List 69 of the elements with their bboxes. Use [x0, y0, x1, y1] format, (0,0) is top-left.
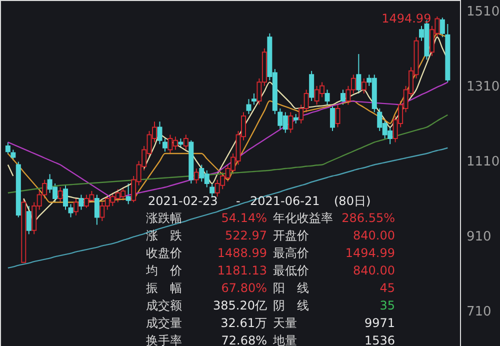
annotation: 1536	[364, 334, 395, 346]
candlestick	[73, 198, 78, 216]
annotation: 2021-06-21	[250, 194, 320, 208]
annotation: 45	[380, 281, 395, 295]
annotation: (80日)	[334, 194, 371, 208]
annotation: 均 价	[145, 264, 182, 278]
annotation: 840.00	[353, 228, 395, 242]
candlestick	[5, 142, 10, 155]
annotation: 1494.99	[382, 12, 432, 26]
annotation: 840.00	[353, 264, 395, 278]
annotation: 385.20亿	[213, 298, 267, 312]
annotation: 1181.13	[217, 264, 267, 278]
candlestick	[178, 138, 184, 148]
annotation: 522.97	[225, 228, 267, 242]
candlestick	[210, 183, 215, 198]
candlestick	[340, 89, 346, 106]
annotation: 286.55%	[342, 211, 395, 225]
annotation: -	[236, 194, 240, 208]
annotation: 72.68%	[221, 334, 267, 346]
annotation: 阴 线	[273, 298, 309, 312]
candlestick	[157, 121, 162, 145]
candlestick	[330, 104, 335, 132]
annotation: 54.14%	[221, 211, 267, 225]
candlestick	[288, 112, 294, 134]
annotation: 1488.99	[217, 246, 267, 260]
candlestick	[126, 183, 131, 205]
annotation: 32.61万	[220, 316, 267, 330]
annotation: 地量	[272, 334, 297, 346]
annotation: 最低价	[273, 264, 309, 278]
annotation: 67.80%	[221, 281, 267, 295]
annotation: 2021-02-23	[148, 194, 218, 208]
annotation: 成交量	[146, 316, 182, 330]
annotation: 涨跌幅	[146, 211, 182, 225]
annotation: 年化收益率	[273, 211, 333, 225]
candlestick	[162, 138, 168, 152]
annotation: 成交额	[146, 298, 182, 312]
candlestick	[356, 54, 362, 94]
candlestick	[78, 194, 84, 210]
candlestick	[309, 70, 314, 102]
annotation: 换手率	[146, 334, 182, 346]
y-tick-label: 1510	[466, 4, 500, 20]
candlestick	[63, 184, 68, 210]
annotation: 涨 跌	[146, 228, 182, 242]
candlestick	[26, 206, 32, 235]
candlestick	[361, 78, 366, 94]
annotation: 最高价	[273, 246, 309, 260]
annotation: 开盘价	[273, 228, 309, 242]
candlestick	[251, 92, 256, 106]
candlestick	[68, 204, 74, 218]
candlestick	[183, 134, 188, 150]
candlestick	[246, 98, 252, 115]
y-tick-label: 710	[466, 304, 492, 320]
annotation: 振 幅	[146, 281, 182, 295]
annotation: 35	[380, 298, 395, 312]
candlestick	[94, 194, 100, 226]
y-tick-label: 910	[466, 230, 492, 245]
candlestick	[335, 104, 340, 128]
annotation: 天量	[273, 316, 297, 330]
y-tick-label: 1310	[466, 79, 500, 94]
candlestick	[194, 168, 199, 184]
candlestick	[293, 114, 298, 124]
candlestick	[58, 186, 63, 203]
annotation: 收盘价	[146, 246, 182, 260]
candlestick	[324, 89, 330, 106]
y-tick-label: 1110	[466, 154, 500, 170]
annotation: 阳 线	[273, 281, 309, 295]
annotation: 1494.99	[345, 246, 395, 260]
annotation: 9971	[364, 316, 395, 330]
candlestick	[440, 17, 445, 38]
